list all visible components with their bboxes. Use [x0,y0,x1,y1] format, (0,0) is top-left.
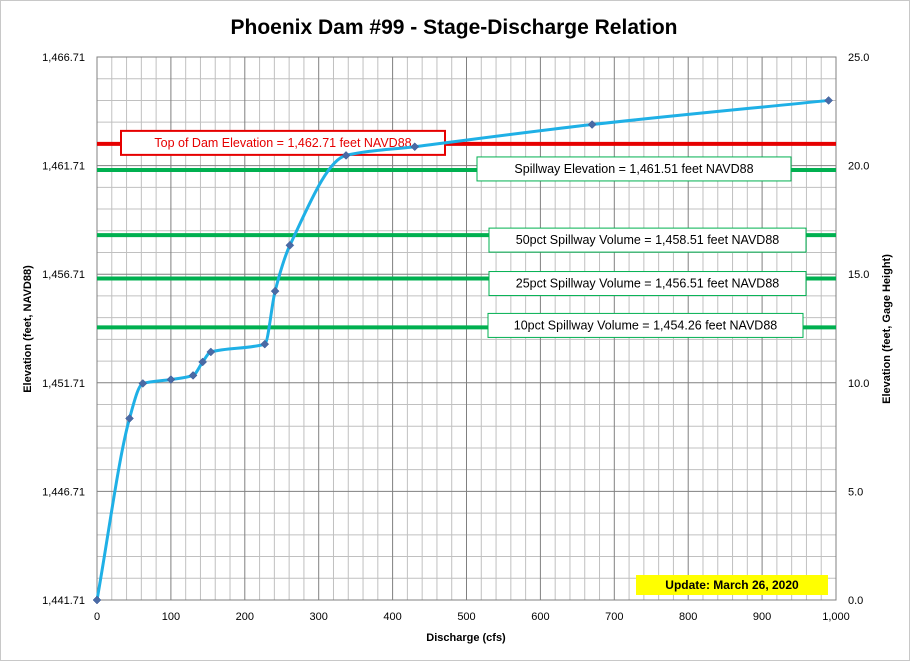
y-tick-label-left: 1,466.71 [42,52,85,64]
x-tick-label: 1,000 [822,611,850,623]
reference-label: 10pct Spillway Volume = 1,454.26 feet NA… [514,318,778,332]
reference-label-box [488,271,807,297]
y-tick-label-left: 1,451.71 [42,378,85,390]
x-tick-label: 300 [310,611,328,623]
x-tick-label: 200 [236,611,254,623]
data-point-marker [824,96,833,105]
y-tick-label-left: 1,456.71 [42,269,85,281]
y-tick-label-left: 1,446.71 [42,486,85,498]
reference-label-box [120,129,446,156]
y-tick-label-right: 5.0 [848,486,863,498]
x-tick-label: 700 [605,611,623,623]
data-point-marker [587,120,597,129]
reference-label-box [488,227,807,253]
data-point-marker [138,379,148,388]
data-point-marker [260,339,270,349]
reference-label: 50pct Spillway Volume = 1,458.51 feet NA… [516,233,780,247]
y-tick-label-right: 0.0 [848,595,863,607]
x-tick-label: 900 [753,611,771,623]
reference-label: Spillway Elevation = 1,461.51 feet NAVD8… [514,162,753,176]
data-point-marker [125,414,134,423]
reference-label-box [487,312,804,338]
y-axis-right-label: Elevation (feet, Gage Height) [881,254,893,404]
data-point-marker [410,142,420,152]
data-point-marker [166,375,176,384]
x-tick-label: 0 [94,611,100,623]
x-tick-label: 800 [679,611,697,623]
y-tick-label-left: 1,461.71 [42,161,85,173]
reference-label-box [476,156,792,182]
reference-label: Top of Dam Elevation = 1,462.71 feet NAV… [154,136,411,150]
update-note-text: Update: March 26, 2020 [665,578,799,592]
data-point-marker [206,347,216,357]
x-tick-label: 100 [162,611,180,623]
chart-title: Phoenix Dam #99 - Stage-Discharge Relati… [231,16,678,39]
x-tick-label: 400 [383,611,401,623]
x-tick-label: 500 [457,611,475,623]
data-point-marker [285,240,295,250]
reference-label: 25pct Spillway Volume = 1,456.51 feet NA… [516,277,780,291]
y-axis-left-label: Elevation (feet, NAVD88) [22,265,34,393]
data-point-marker [270,286,280,296]
y-tick-label-right: 10.0 [848,378,869,390]
y-tick-label-left: 1,441.71 [42,595,85,607]
data-point-marker [198,357,208,367]
y-tick-label-right: 15.0 [848,269,869,281]
x-axis-label: Discharge (cfs) [426,632,506,644]
x-tick-label: 600 [531,611,549,623]
update-note-box [636,575,828,595]
data-point-marker [92,595,102,605]
data-point-marker [188,371,198,380]
data-point-marker [341,151,351,160]
y-tick-label-right: 20.0 [848,161,869,173]
y-tick-label-right: 25.0 [848,52,869,64]
